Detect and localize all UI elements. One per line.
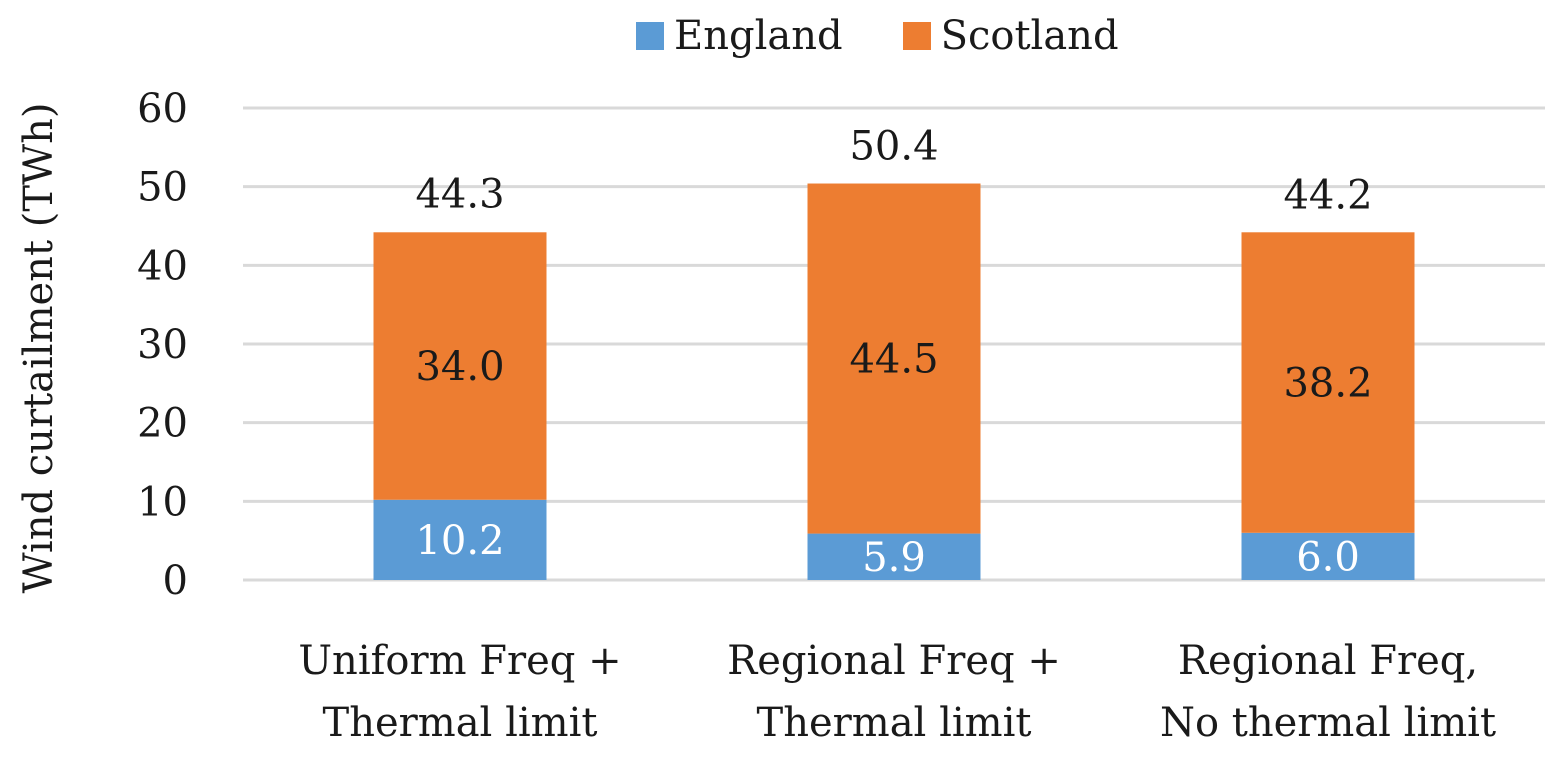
y-axis-label: Wind curtailment (TWh) [16, 103, 62, 594]
y-tick-label: 60 [137, 86, 188, 132]
y-tick-label: 40 [137, 243, 188, 289]
y-tick-label: 0 [163, 558, 188, 604]
x-category-label: No thermal limit [1160, 700, 1496, 746]
x-category-label: Regional Freq, [1178, 638, 1478, 684]
bar-segment-scotland [807, 183, 981, 534]
x-category-label: Regional Freq + [727, 638, 1061, 684]
data-label-england: 6.0 [1296, 534, 1360, 580]
data-label-scotland: 34.0 [415, 344, 504, 390]
legend-item-england: England [636, 12, 843, 60]
bar-segment-england [1241, 532, 1415, 580]
bar-segment-scotland [373, 232, 547, 500]
x-category-label: Thermal limit [757, 700, 1032, 746]
x-category-label: Uniform Freq + [298, 638, 621, 684]
x-axis-categories: Uniform Freq + Thermal limit Regional Freq… [298, 638, 1496, 746]
x-category-label: Thermal limit [323, 700, 598, 746]
legend: England Scotland [636, 12, 1179, 60]
data-label-scotland: 44.5 [849, 337, 938, 383]
legend-swatch-scotland [902, 22, 931, 50]
data-label-england: 5.9 [862, 535, 926, 581]
bar-segment-scotland [1241, 232, 1415, 533]
legend-item-scotland: Scotland [902, 12, 1119, 60]
y-tick-label: 10 [137, 479, 188, 525]
total-label: 50.4 [849, 124, 938, 170]
total-label: 44.2 [1283, 172, 1372, 218]
data-label-england: 10.2 [415, 518, 504, 564]
y-tick-label: 50 [137, 165, 188, 211]
y-tick-label: 30 [137, 322, 188, 368]
bar-segment-england [807, 533, 981, 580]
bar-segment-england [373, 499, 547, 580]
legend-label-england: England [674, 13, 843, 59]
legend-swatch-england [636, 22, 664, 50]
bars: 10.2 34.0 44.3 5.9 44.5 50.4 6.0 38.2 44.2 [373, 124, 1415, 581]
y-tick-label: 20 [137, 401, 188, 447]
legend-label-scotland: Scotland [940, 13, 1119, 59]
total-label: 44.3 [415, 172, 504, 218]
y-axis-ticks: 0 10 20 30 40 50 60 [137, 86, 188, 604]
data-label-scotland: 38.2 [1283, 361, 1372, 407]
